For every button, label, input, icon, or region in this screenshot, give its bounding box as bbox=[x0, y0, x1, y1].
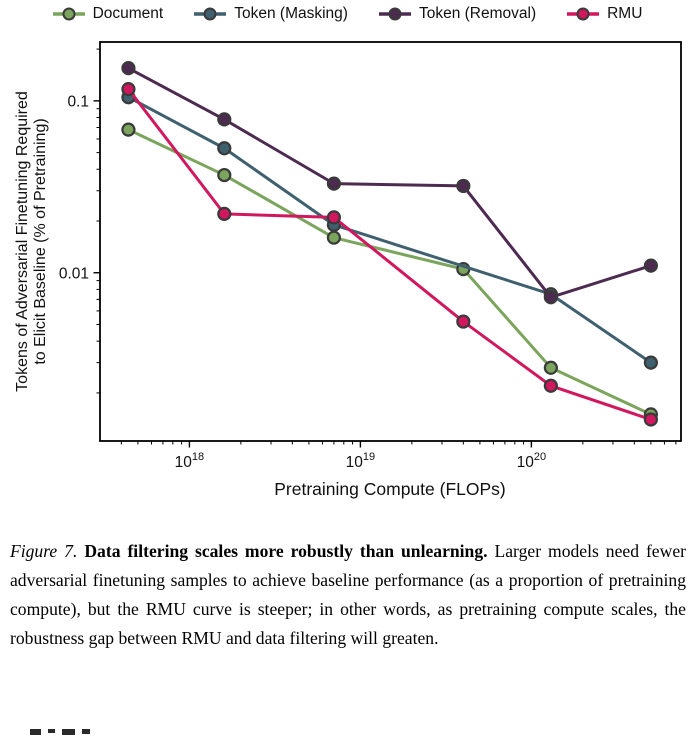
data-point-document bbox=[217, 167, 232, 183]
data-point-token-masking bbox=[643, 355, 658, 370]
legend-dot-token-masking bbox=[203, 7, 217, 21]
data-point-rmu bbox=[543, 378, 558, 393]
data-point-rmu bbox=[217, 206, 232, 221]
legend-label-token-masking: Token (Masking) bbox=[234, 5, 348, 22]
caption-bold-lead: Data filtering scales more robustly than… bbox=[84, 541, 488, 561]
x-tick-label: 1019 bbox=[346, 451, 376, 471]
chart-svg: 1018 1019 1020 0.1 0.01 Pretraining Compute … bbox=[14, 41, 682, 499]
legend-marker-document bbox=[52, 7, 85, 21]
y-tick-label: 0.1 bbox=[67, 93, 89, 110]
data-point-rmu bbox=[326, 210, 342, 225]
data-point-document bbox=[326, 230, 342, 245]
x-tick-label: 1020 bbox=[517, 451, 547, 471]
chart-legend: Document Token (Masking) Token (Removal)… bbox=[0, 5, 694, 23]
chart-series bbox=[121, 61, 658, 427]
data-point-document bbox=[121, 122, 136, 137]
data-point-rmu bbox=[121, 82, 136, 97]
figure-caption: Figure 7. Data filtering scales more rob… bbox=[10, 537, 686, 653]
axis-ticks: 1018 1019 1020 0.1 0.01 bbox=[59, 48, 677, 471]
y-axis-title-line2: to Elicit Baseline (% of Pretraining) bbox=[32, 118, 49, 364]
data-point-document bbox=[543, 360, 558, 375]
legend-dot-rmu bbox=[576, 7, 590, 21]
caption-body: Larger models need fewer adversarial fin… bbox=[10, 541, 686, 648]
data-point-token-masking bbox=[217, 141, 232, 156]
figure-label: Figure 7. bbox=[10, 541, 78, 561]
legend-dot-document bbox=[62, 7, 76, 21]
legend-marker-token-masking bbox=[194, 7, 227, 21]
y-axis-title-line1: Tokens of Adversarial Finetuning Require… bbox=[14, 91, 31, 392]
legend-label-document: Document bbox=[92, 5, 164, 22]
y-axis-title: Tokens of Adversarial Finetuning Require… bbox=[14, 91, 49, 392]
legend-dot-token-removal bbox=[388, 7, 402, 21]
data-point-token-removal bbox=[121, 61, 136, 76]
legend-item-rmu: RMU bbox=[566, 5, 642, 23]
data-point-token-removal bbox=[456, 178, 471, 194]
legend-marker-rmu bbox=[567, 7, 600, 21]
series-line-token-removal bbox=[126, 66, 653, 299]
clipped-next-line-fragment bbox=[30, 729, 90, 737]
x-axis-title: Pretraining Compute (FLOPs) bbox=[274, 479, 505, 499]
legend-marker-token-removal bbox=[378, 7, 411, 21]
data-point-token-removal bbox=[643, 258, 658, 273]
legend-item-token-masking: Token (Masking) bbox=[193, 5, 348, 23]
data-point-rmu bbox=[456, 314, 471, 329]
legend-label-rmu: RMU bbox=[607, 5, 643, 22]
plot-border bbox=[99, 41, 682, 442]
data-point-token-removal bbox=[543, 290, 558, 305]
legend-item-document: Document bbox=[52, 5, 164, 23]
x-tick-label: 1018 bbox=[175, 451, 205, 471]
data-point-rmu bbox=[643, 412, 658, 427]
series-line-rmu bbox=[126, 87, 653, 422]
legend-label-token-removal: Token (Removal) bbox=[418, 5, 537, 22]
series-line-document bbox=[126, 128, 653, 416]
y-tick-label: 0.01 bbox=[59, 265, 89, 282]
data-point-token-removal bbox=[217, 112, 232, 127]
legend-item-token-removal: Token (Removal) bbox=[378, 5, 536, 23]
series-line-token-masking bbox=[126, 95, 653, 365]
data-point-token-removal bbox=[326, 176, 342, 191]
